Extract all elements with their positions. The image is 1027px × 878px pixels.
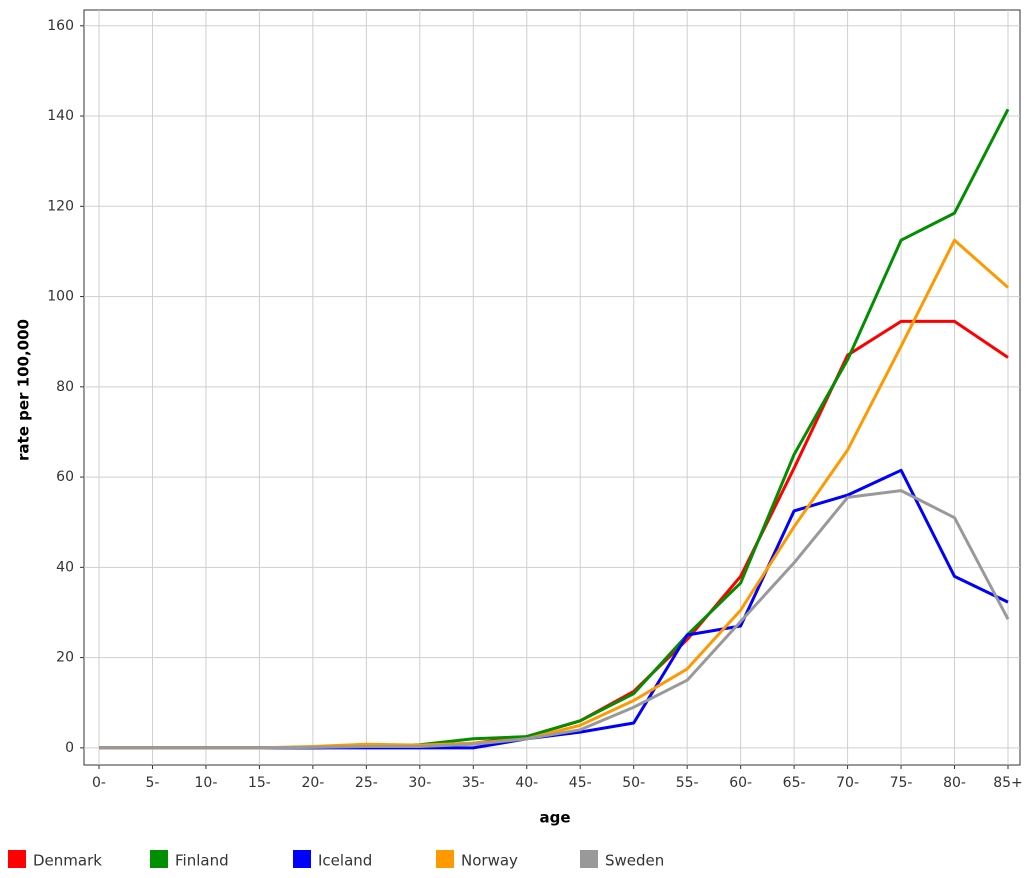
- x-tick-label: 60-: [729, 775, 752, 791]
- y-tick-label: 0: [65, 740, 74, 756]
- legend-swatch: [580, 850, 598, 868]
- y-tick-label: 60: [56, 469, 74, 485]
- x-tick-label: 10-: [195, 775, 218, 791]
- legend-swatch: [150, 850, 168, 868]
- x-tick-label: 70-: [836, 775, 859, 791]
- x-tick-label: 75-: [890, 775, 913, 791]
- x-tick-label: 35-: [462, 775, 485, 791]
- y-tick-label: 40: [56, 559, 74, 575]
- legend-label: Norway: [461, 852, 518, 870]
- y-tick-label: 80: [56, 379, 74, 395]
- x-tick-label: 30-: [408, 775, 431, 791]
- legend-label: Finland: [175, 852, 229, 870]
- legend-label: Iceland: [318, 852, 372, 870]
- x-tick-label: 65-: [783, 775, 806, 791]
- x-tick-label: 40-: [515, 775, 538, 791]
- x-tick-label: 20-: [301, 775, 324, 791]
- y-tick-label: 140: [47, 108, 74, 124]
- legend-swatch: [8, 850, 26, 868]
- y-tick-label: 20: [56, 650, 74, 666]
- legend-swatch: [436, 850, 454, 868]
- plot-area: [83, 9, 1021, 766]
- y-tick-label: 120: [47, 198, 74, 214]
- x-tick-label: 45-: [569, 775, 592, 791]
- x-tick-label: 55-: [676, 775, 699, 791]
- series-line: [99, 489, 1010, 750]
- y-tick-label: 160: [47, 18, 74, 34]
- y-axis-label: rate per 100,000: [15, 319, 33, 461]
- y-tick-label: 100: [47, 289, 74, 305]
- x-tick-label: 15-: [248, 775, 271, 791]
- x-axis-label: age: [539, 809, 570, 827]
- x-tick-label: 50-: [622, 775, 645, 791]
- x-tick-label: 85+: [993, 775, 1023, 791]
- legend-label: Sweden: [605, 852, 664, 870]
- x-tick-label: 25-: [355, 775, 378, 791]
- legend-label: Denmark: [33, 852, 102, 870]
- x-tick-label: 0-: [92, 775, 106, 791]
- legend-swatch: [293, 850, 311, 868]
- x-tick-label: 5-: [145, 775, 159, 791]
- x-tick-label: 80-: [943, 775, 966, 791]
